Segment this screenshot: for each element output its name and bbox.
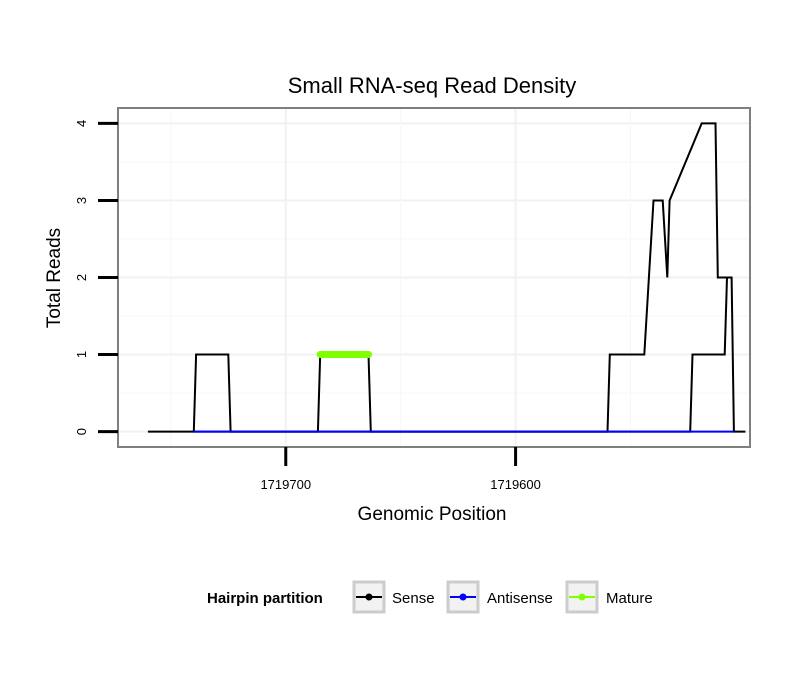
chart-title: Small RNA-seq Read Density: [288, 73, 577, 98]
y-tick-label: 0: [74, 428, 89, 435]
legend-title: Hairpin partition: [207, 590, 323, 607]
legend-swatch-dot-sense: [365, 593, 373, 601]
x-tick-label: 1719600: [490, 477, 541, 492]
series-line-sense: [147, 276, 746, 433]
legend-label-sense: Sense: [392, 590, 435, 607]
legend-entry-mature: Mature: [565, 580, 653, 614]
y-tick-label: 2: [74, 274, 89, 281]
legend: Hairpin partition Sense Antisense Mature: [207, 580, 653, 614]
legend-swatch-dot-mature: [578, 593, 586, 601]
legend-entry-antisense: Antisense: [446, 580, 553, 614]
grid: [118, 108, 750, 447]
legend-label-antisense: Antisense: [487, 590, 553, 607]
x-axis-title: Genomic Position: [358, 504, 507, 525]
y-axis-title: Total Reads: [44, 228, 65, 328]
x-tick-label: 1719700: [260, 477, 311, 492]
y-tick-label: 4: [74, 120, 89, 127]
axes: 0 1 2 3 4 1719700 1719600: [74, 120, 541, 492]
legend-swatch-dot-antisense: [459, 593, 467, 601]
y-tick-label: 3: [74, 197, 89, 204]
y-tick-label: 1: [74, 351, 89, 358]
legend-entry-sense: Sense: [352, 580, 435, 614]
legend-label-mature: Mature: [606, 590, 653, 607]
series-layer: [147, 122, 746, 433]
